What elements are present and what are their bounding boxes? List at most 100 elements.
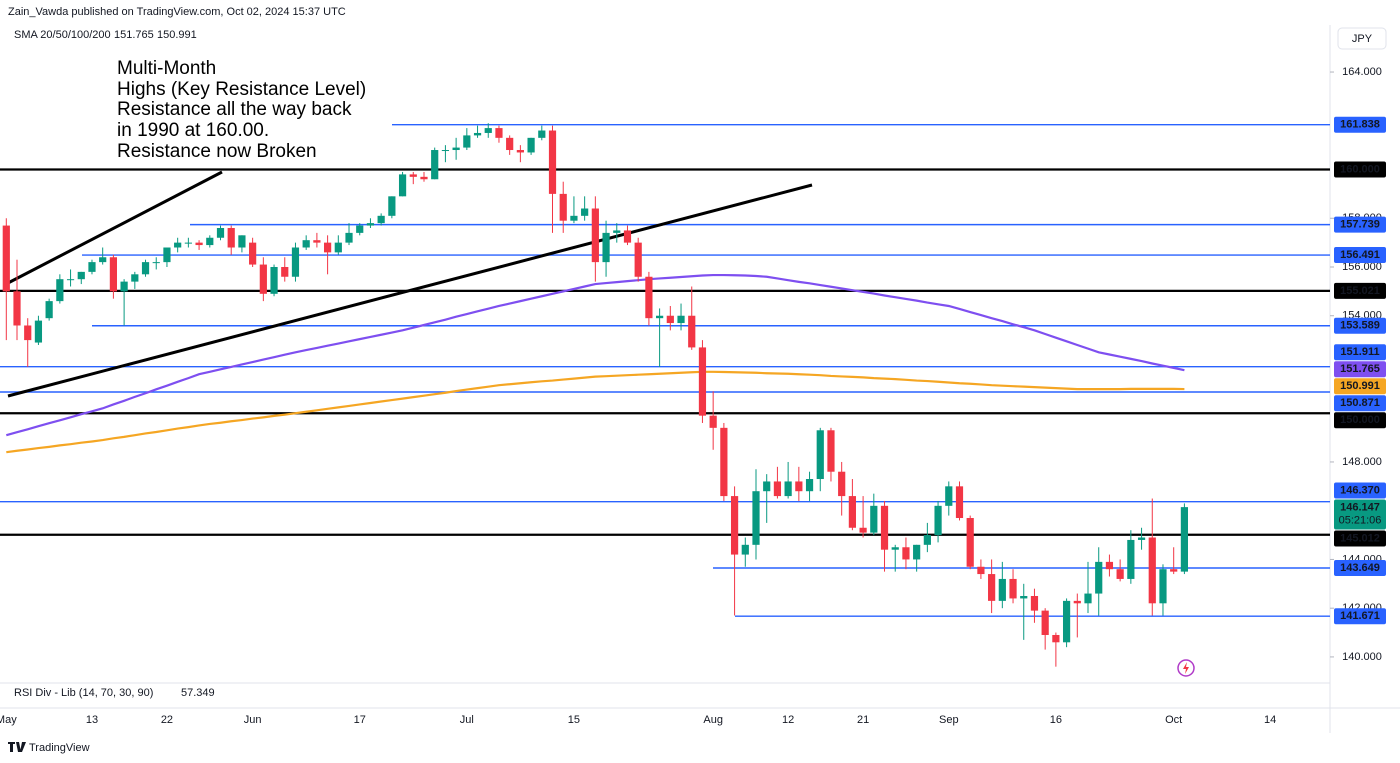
countdown: 05:21:06 <box>1339 514 1382 526</box>
candle-body <box>613 230 621 233</box>
candle-body <box>13 291 21 326</box>
candle-body <box>324 242 332 253</box>
sma-line <box>6 370 1185 454</box>
candle-body <box>334 242 342 253</box>
candle-body <box>452 147 460 151</box>
x-tick-label: Oct <box>1165 714 1182 726</box>
candle-body <box>109 257 117 292</box>
candle-body <box>99 257 107 263</box>
candle-body <box>356 225 364 233</box>
currency-button[interactable] <box>1337 27 1387 50</box>
candle-body <box>988 574 996 601</box>
candle-body <box>816 430 824 480</box>
alert-bolt <box>1183 662 1189 674</box>
candle-body <box>741 544 749 555</box>
candle-body <box>259 264 267 294</box>
candle-body <box>420 176 428 180</box>
candle-body <box>1180 507 1188 572</box>
candle-body <box>431 150 439 180</box>
candle-body <box>891 547 899 550</box>
candle-body <box>484 128 492 133</box>
candle-body <box>302 240 310 248</box>
price-label: 143.649 <box>1340 562 1380 574</box>
price-label: 151.911 <box>1340 346 1379 358</box>
candle-body <box>1137 537 1146 540</box>
price-label-box <box>1334 361 1386 378</box>
price-label: 160.000 <box>1340 163 1380 175</box>
candle-body <box>1009 578 1017 599</box>
x-tick-label: Sep <box>939 714 959 726</box>
price-label: 151.765 <box>1340 363 1380 375</box>
price-label-box <box>1334 559 1386 576</box>
candle-body <box>66 279 75 281</box>
candle-body <box>281 266 289 277</box>
candle-body <box>913 544 921 560</box>
price-label: 157.739 <box>1340 219 1380 231</box>
x-tick-label: 15 <box>568 714 580 726</box>
candle-body <box>1062 600 1071 643</box>
candle-body <box>34 320 43 343</box>
x-tick-label: 21 <box>857 714 869 726</box>
candle-body <box>2 225 10 292</box>
candle-body <box>720 427 728 497</box>
candle-body <box>805 479 814 492</box>
price-label-box <box>1334 378 1386 395</box>
candle-body <box>441 150 450 152</box>
candle-body <box>902 547 910 560</box>
candle-body <box>752 491 760 545</box>
candle-body <box>195 242 203 246</box>
candle-body <box>795 481 803 492</box>
candle-body <box>120 281 128 292</box>
candle-body <box>216 228 225 238</box>
candle-body <box>548 130 557 194</box>
annotation-line: Resistance now Broken <box>117 141 317 162</box>
currency[interactable]: JPY <box>1352 33 1373 45</box>
price-label-box <box>1334 412 1386 429</box>
candle-body <box>1073 600 1081 604</box>
price-label: 156.491 <box>1340 249 1380 261</box>
price-label-box <box>1334 395 1386 412</box>
candle-body <box>966 518 974 567</box>
candle-body <box>516 150 524 153</box>
price-label: 150.991 <box>1340 380 1380 392</box>
indicator-legend: SMA 20/50/100/200 151.765 150.991 <box>14 29 197 41</box>
x-tick-label: 14 <box>1264 714 1276 726</box>
candle-body <box>506 137 514 151</box>
candle-body <box>1159 569 1167 604</box>
candle-body <box>934 505 942 536</box>
candle-body <box>955 486 964 519</box>
price-label: 153.589 <box>1340 320 1380 332</box>
sma-line <box>6 273 1185 437</box>
price-label: 146.370 <box>1340 484 1380 496</box>
candle-body <box>827 430 835 472</box>
candle-body <box>945 486 953 506</box>
candle-body <box>773 481 782 497</box>
x-tick-label: 16 <box>1050 714 1062 726</box>
candle-body <box>1020 595 1028 599</box>
candle-body <box>1084 593 1092 604</box>
candle-body <box>880 505 889 550</box>
candle-body <box>131 274 139 282</box>
candle-body <box>998 578 1006 601</box>
candle-body <box>870 505 878 533</box>
price-label-box <box>1334 499 1386 530</box>
annotation-line: Highs (Key Resistance Level) <box>117 79 366 100</box>
candle-body <box>527 137 535 153</box>
price-labels: 161.838 160.000 157.739 156.491 155.021 153.5… <box>1334 116 1386 625</box>
candle-body <box>463 135 471 148</box>
candle-body <box>238 235 246 248</box>
price-label-box <box>1334 116 1386 133</box>
candle-body <box>666 315 674 324</box>
candle-body <box>688 315 696 348</box>
candle-body <box>141 262 150 275</box>
candle-body <box>1127 539 1135 579</box>
price-label-box <box>1334 161 1386 178</box>
price-label: 161.838 <box>1340 119 1380 131</box>
time-axis: May 13 22 Jun 17 Jul 15 Aug 12 21 Sep 16 Oct 14 <box>0 714 1276 726</box>
rsi-label: RSI Div - Lib (14, 70, 30, 90) <box>14 687 153 699</box>
candle-body <box>559 193 567 221</box>
alert-icon[interactable] <box>1177 659 1195 677</box>
trend-line <box>7 170 223 285</box>
candle-body <box>249 242 257 265</box>
